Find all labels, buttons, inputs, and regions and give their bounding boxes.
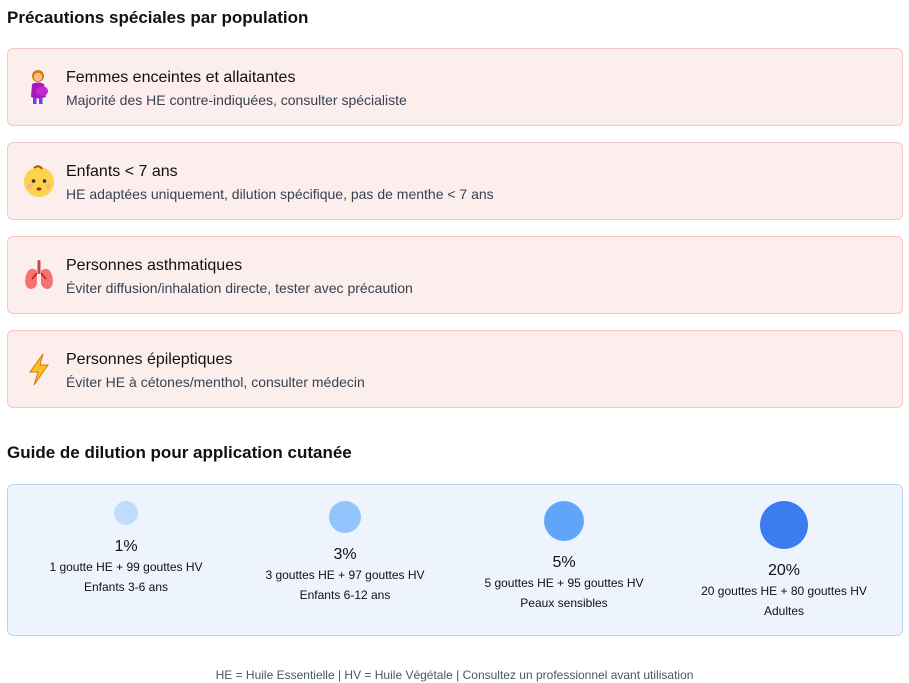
precaution-card-epilepsy: Personnes épileptiques Éviter HE à céton… — [7, 330, 903, 408]
precautions-title: Précautions spéciales par population — [7, 8, 309, 27]
dilution-drops: 1 goutte HE + 99 gouttes HV — [49, 560, 203, 574]
footer-note: HE = Huile Essentielle | HV = Huile Végé… — [215, 668, 694, 682]
dilution-dot — [329, 501, 361, 533]
precaution-title: Femmes enceintes et allaitantes — [66, 69, 296, 86]
dilution-drops: 20 gouttes HE + 80 gouttes HV — [701, 584, 867, 598]
precaution-description: Éviter HE à cétones/menthol, consulter m… — [66, 374, 365, 390]
dilution-audience: Enfants 6-12 ans — [299, 588, 391, 602]
precaution-description: HE adaptées uniquement, dilution spécifi… — [66, 186, 494, 202]
baby-icon — [24, 165, 54, 197]
dilution-drops: 3 gouttes HE + 97 gouttes HV — [265, 568, 425, 582]
lungs-icon — [25, 260, 53, 289]
dilution-percent: 5% — [552, 554, 576, 571]
precaution-description: Éviter diffusion/inhalation directe, tes… — [66, 280, 413, 296]
dilution-percent: 20% — [767, 562, 801, 579]
precaution-card-asthma: Personnes asthmatiques Éviter diffusion/… — [7, 236, 903, 314]
dilution-dot — [114, 501, 138, 525]
dilution-level-5: 5% 5 gouttes HE + 95 gouttes HV Peaux se… — [452, 485, 676, 635]
dilution-audience: Peaux sensibles — [520, 596, 608, 610]
precaution-title: Personnes asthmatiques — [66, 257, 243, 274]
dilution-audience: Adultes — [763, 604, 805, 618]
dilution-drops: 5 gouttes HE + 95 gouttes HV — [484, 576, 644, 590]
dilution-dot — [760, 501, 808, 549]
precaution-card-pregnant: Femmes enceintes et allaitantes Majorité… — [7, 48, 903, 126]
dilution-guide-panel: 1% 1 goutte HE + 99 gouttes HV Enfants 3… — [7, 484, 903, 636]
precaution-title: Enfants < 7 ans — [66, 163, 178, 180]
pregnant-woman-icon — [31, 70, 48, 104]
precaution-title: Personnes épileptiques — [66, 351, 233, 368]
dilution-title: Guide de dilution pour application cutan… — [7, 443, 352, 462]
lightning-icon — [29, 353, 49, 386]
dilution-level-3: 3% 3 gouttes HE + 97 gouttes HV Enfants … — [233, 485, 457, 635]
precaution-card-children: Enfants < 7 ans HE adaptées uniquement, … — [7, 142, 903, 220]
dilution-percent: 3% — [333, 546, 357, 563]
precaution-description: Majorité des HE contre-indiquées, consul… — [66, 92, 407, 108]
dilution-level-20: 20% 20 gouttes HE + 80 gouttes HV Adulte… — [672, 485, 896, 635]
dilution-percent: 1% — [114, 538, 138, 555]
dilution-level-1: 1% 1 goutte HE + 99 gouttes HV Enfants 3… — [14, 485, 238, 635]
dilution-audience: Enfants 3-6 ans — [83, 580, 169, 594]
dilution-dot — [544, 501, 584, 541]
